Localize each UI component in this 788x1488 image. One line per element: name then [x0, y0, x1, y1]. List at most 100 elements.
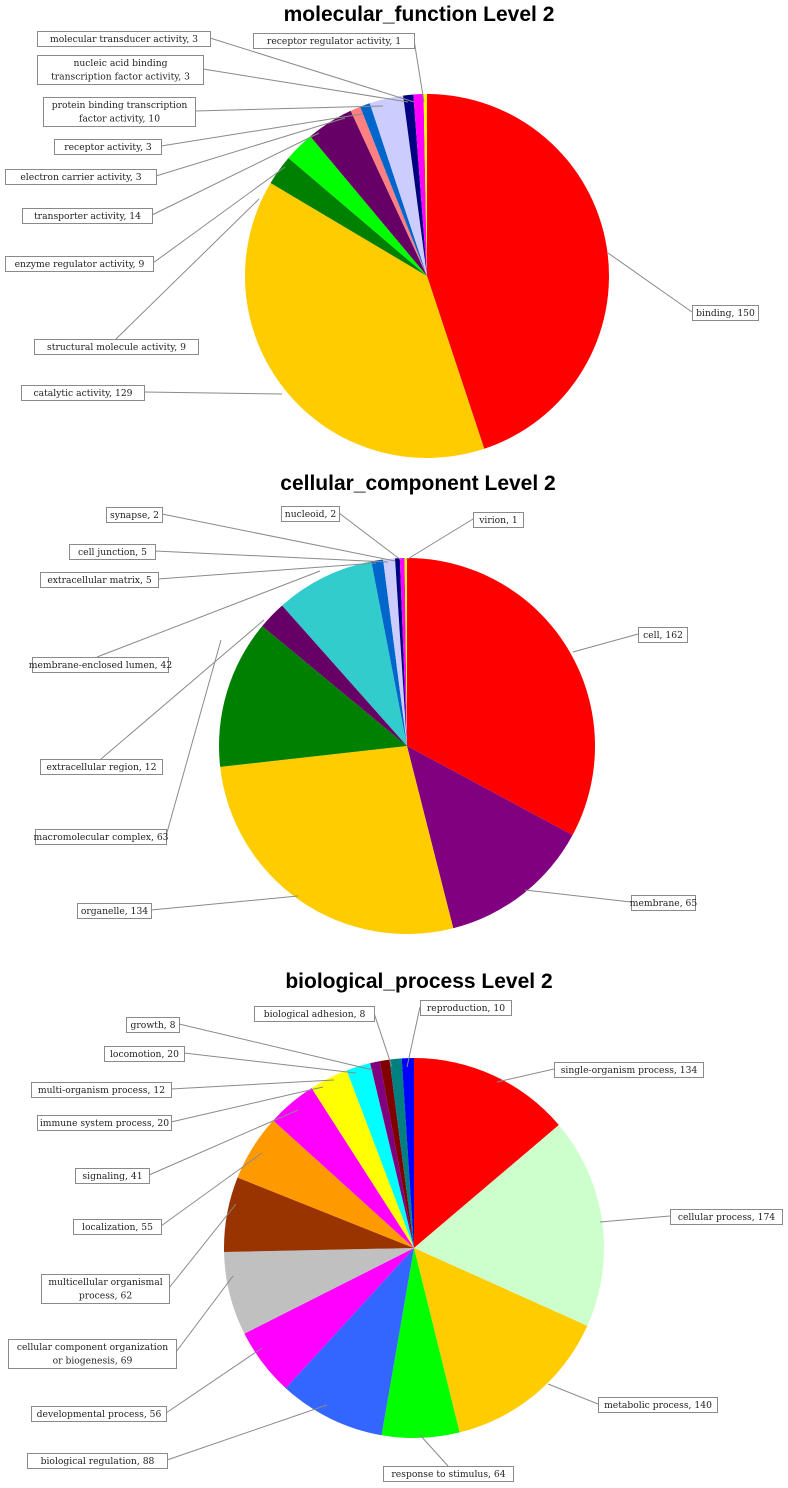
label-box: [638, 627, 688, 643]
slice-label: enzyme regulator activity, 9: [15, 259, 145, 270]
leader-line: [406, 1006, 421, 1068]
pie-slice-localization: [237, 1120, 414, 1248]
leader-line: [599, 1215, 671, 1223]
slice-label: developmental process, 56: [37, 1409, 162, 1420]
label-box: [22, 208, 153, 224]
pie-slice-multi-organism-process: [333, 1070, 414, 1248]
label-box: [106, 507, 163, 523]
slice-label: molecular transducer activity, 3: [50, 34, 198, 45]
label-box: [40, 572, 159, 588]
leader-line: [547, 1383, 599, 1405]
pie-slice-nucleic-acid-binding-transcription-factor-activity: [403, 94, 427, 277]
leader-line: [143, 391, 283, 395]
pie-molecular-function: binding, 150 catalytic activity, 129 struc…: [5, 31, 759, 458]
leader-line: [160, 1152, 263, 1227]
slice-label: synapse, 2: [110, 510, 159, 521]
leader-line: [155, 117, 346, 177]
label-box: [281, 506, 340, 522]
pie-slice-membrane: [407, 746, 573, 929]
label-box: [383, 1466, 514, 1482]
label-box: [554, 1062, 704, 1078]
label-box: [598, 1397, 718, 1413]
slice-label: cell junction, 5: [78, 547, 147, 558]
label-box: [31, 1406, 167, 1422]
label-box: [670, 1209, 783, 1225]
slice-label: membrane-enclosed lumen, 42: [29, 660, 172, 671]
label-box: [37, 31, 211, 47]
leader-line: [100, 619, 265, 760]
pie-slice-cellular-process: [414, 1125, 604, 1326]
slice-label: transporter activity, 14: [34, 211, 141, 222]
slice-label: nucleoid, 2: [285, 509, 336, 520]
slice-label: binding, 150: [696, 308, 755, 319]
slice-label: growth, 8: [131, 1020, 176, 1031]
pie-slice-biological-adhesion: [379, 1059, 414, 1248]
leader-line: [150, 895, 299, 911]
slice-label: localization, 55: [82, 1222, 153, 1233]
leader-line: [170, 1086, 324, 1123]
label-box: [253, 33, 415, 49]
pie-slice-protein-binding-transcription-factor-activity: [369, 95, 427, 276]
pie-slice-enzyme-regulator-activity: [288, 136, 427, 276]
slice-label: macromolecular complex, 63: [33, 832, 168, 843]
leader-line: [115, 198, 260, 340]
pie-slice-developmental-process: [244, 1248, 414, 1389]
leader-line: [607, 252, 693, 313]
pie-slice-multicellular-organismal-process: [223, 1177, 414, 1252]
label-box: [631, 895, 696, 911]
pie-slice-virion: [404, 558, 407, 746]
pie-slice-catalytic-activity: [245, 183, 485, 458]
pie-slice-growth: [370, 1061, 414, 1248]
leader-line: [496, 1068, 555, 1083]
leader-line: [405, 518, 474, 561]
leader-line: [209, 37, 415, 103]
leader-line: [175, 1275, 234, 1353]
leader-line: [160, 113, 363, 147]
chart-title: molecular_function Level 2: [284, 3, 555, 26]
slice-label: receptor regulator activity, 1: [267, 36, 401, 47]
pie-biological-process: single-organism process, 134 cellular pro…: [8, 1000, 783, 1482]
pie-slice-organelle: [220, 746, 454, 934]
slice-label: protein binding transcription: [52, 100, 188, 111]
slice-label: biological adhesion, 8: [264, 1009, 366, 1020]
pie-slice-metabolic-process: [414, 1248, 588, 1433]
leader-line: [419, 1434, 449, 1467]
leader-line: [170, 1079, 335, 1090]
slice-label: electron carrier activity, 3: [20, 172, 141, 183]
leader-line: [202, 68, 409, 103]
pie-slice-cell: [407, 558, 596, 836]
leader-line: [338, 512, 402, 561]
label-box: [41, 1274, 170, 1304]
slice-label: transcription factor activity, 3: [51, 72, 190, 83]
pie-cellular-component: cell, 162 membrane, 65 organelle, 134 macro…: [29, 506, 697, 934]
slice-label: cell, 162: [643, 630, 683, 641]
slice-label: metabolic process, 140: [604, 1400, 712, 1411]
leader-line: [154, 550, 389, 563]
leader-line: [194, 105, 384, 112]
slice-label: response to stimulus, 64: [391, 1469, 505, 1480]
slice-label: virion, 1: [478, 515, 518, 526]
leader-line: [166, 1404, 328, 1461]
leader-line: [524, 889, 632, 903]
slice-label: catalytic activity, 129: [33, 388, 132, 399]
slice-label: factor activity, 10: [79, 114, 160, 125]
slice-label: or biogenesis, 69: [53, 1356, 133, 1367]
label-box: [75, 1168, 150, 1184]
leader-line: [183, 1052, 357, 1074]
pie-slice-cell-junction: [383, 558, 407, 746]
slice-label: single-organism process, 134: [561, 1065, 698, 1076]
pie-slice-receptor-activity: [360, 103, 427, 276]
label-box: [77, 903, 152, 919]
leader-line: [165, 639, 222, 837]
label-box: [5, 256, 154, 272]
slice-label: process, 62: [79, 1291, 132, 1302]
pie-slice-biological-regulation: [285, 1248, 414, 1436]
pie-slice-extracellular-region: [262, 605, 407, 746]
pie-slice-extracellular-matrix: [371, 559, 407, 746]
chart-molecular-function: molecular_function Level 2 binding, 150 c…: [5, 3, 759, 458]
slice-label: signaling, 41: [82, 1171, 142, 1182]
label-box: [31, 1082, 172, 1098]
pie-slice-response-to-stimulus: [381, 1248, 460, 1438]
leader-line: [157, 562, 377, 580]
slice-label: extracellular region, 12: [47, 762, 157, 773]
